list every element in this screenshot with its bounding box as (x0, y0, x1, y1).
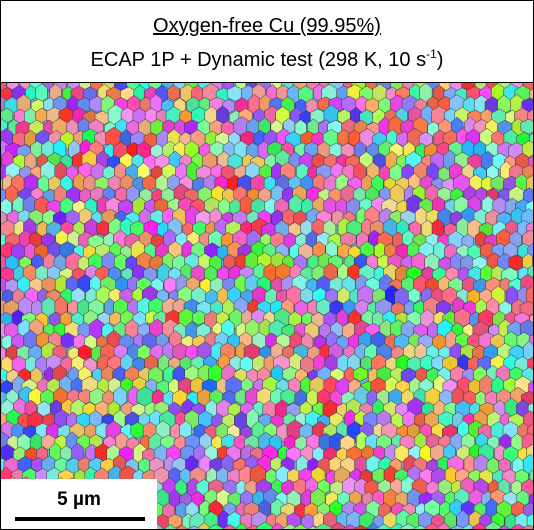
header: Oxygen-free Cu (99.95%) ECAP 1P + Dynami… (1, 1, 533, 83)
scale-label: 5 µm (1, 489, 157, 511)
figure: Oxygen-free Cu (99.95%) ECAP 1P + Dynami… (0, 0, 534, 530)
superscript: -1 (426, 47, 437, 61)
title: Oxygen-free Cu (99.95%) (1, 15, 533, 38)
grains (1, 83, 533, 529)
subtitle-text: ECAP 1P + Dynamic test (298 K, 10 s (91, 49, 427, 71)
scale-bar-box: 5 µm (1, 479, 157, 529)
subtitle-end: ) (437, 49, 444, 71)
scale-bar (15, 517, 145, 521)
grain-map (1, 83, 533, 529)
subtitle: ECAP 1P + Dynamic test (298 K, 10 s-1) (1, 47, 533, 72)
